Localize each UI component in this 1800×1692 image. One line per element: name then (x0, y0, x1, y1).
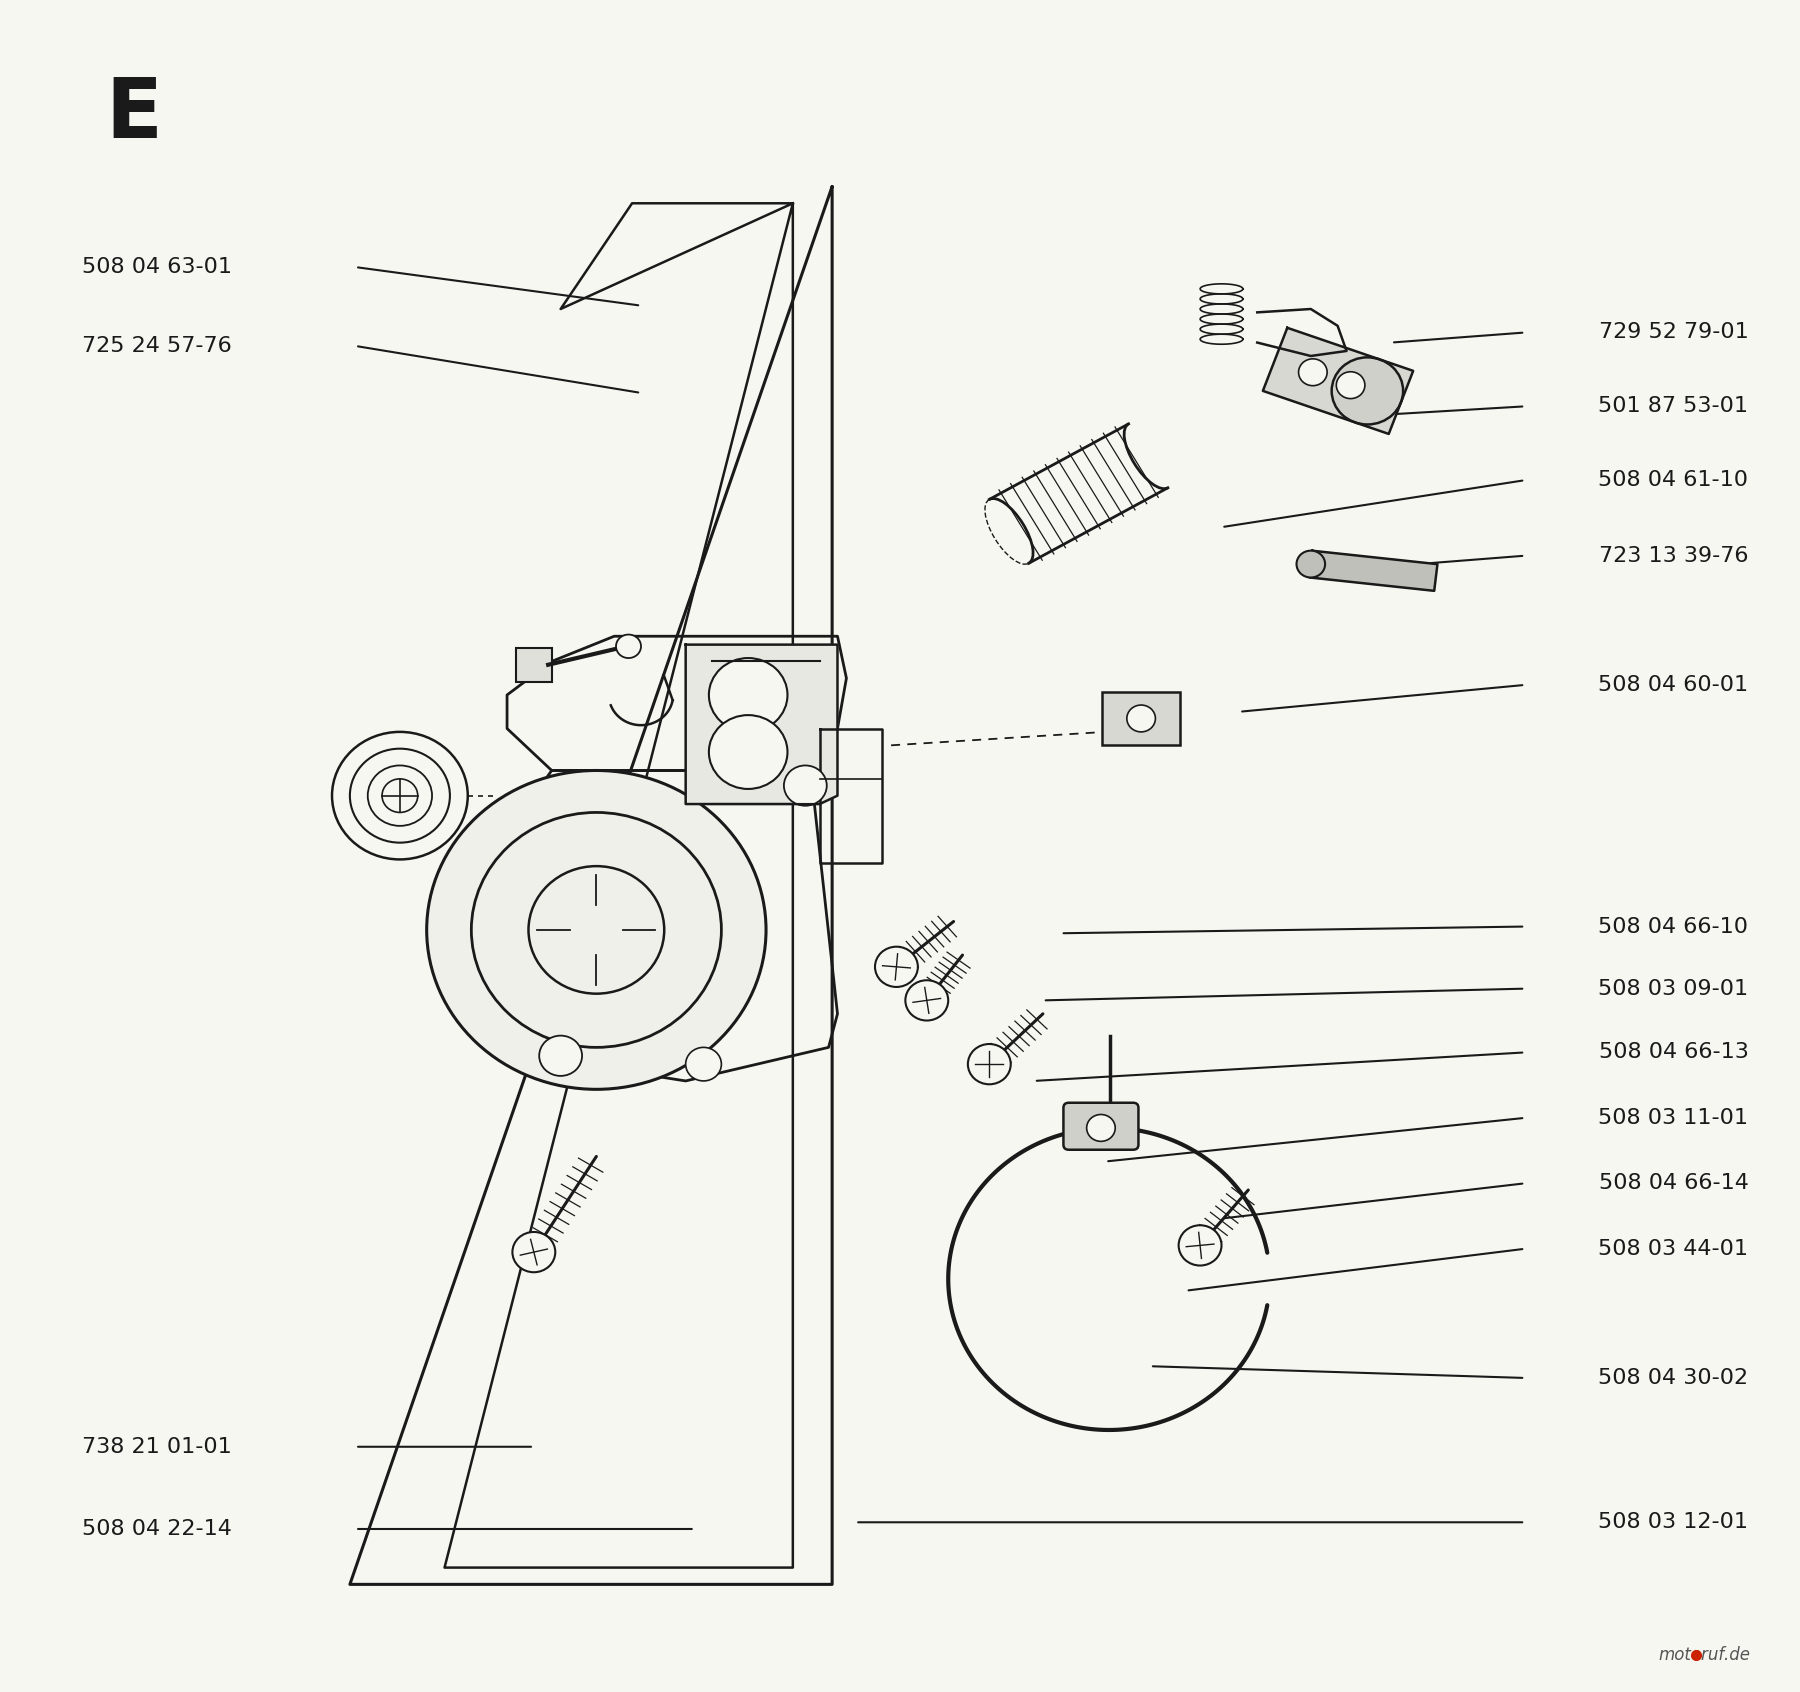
Circle shape (968, 1044, 1012, 1085)
Text: 508 03 11-01: 508 03 11-01 (1598, 1108, 1748, 1129)
Text: 729 52 79-01: 729 52 79-01 (1598, 323, 1748, 342)
Polygon shape (1309, 550, 1438, 591)
FancyBboxPatch shape (1102, 692, 1181, 744)
Text: 508 04 66-13: 508 04 66-13 (1598, 1042, 1748, 1063)
Circle shape (709, 658, 787, 733)
Text: E: E (104, 74, 162, 156)
Text: 508 03 09-01: 508 03 09-01 (1598, 978, 1748, 998)
Polygon shape (1264, 328, 1413, 433)
Circle shape (905, 980, 949, 1020)
Circle shape (686, 1047, 722, 1081)
Circle shape (1087, 1115, 1116, 1142)
Text: 508 04 61-10: 508 04 61-10 (1598, 470, 1748, 491)
Text: 723 13 39-76: 723 13 39-76 (1598, 547, 1748, 565)
Circle shape (1296, 550, 1325, 577)
Circle shape (616, 634, 641, 658)
Text: 508 04 66-14: 508 04 66-14 (1598, 1173, 1748, 1193)
Text: 508 04 63-01: 508 04 63-01 (83, 257, 232, 277)
Text: 501 87 53-01: 501 87 53-01 (1598, 396, 1748, 416)
Circle shape (1127, 706, 1156, 733)
Circle shape (540, 1036, 581, 1076)
Polygon shape (686, 645, 837, 804)
Text: 508 04 60-01: 508 04 60-01 (1598, 675, 1748, 695)
FancyBboxPatch shape (1064, 1103, 1138, 1151)
Circle shape (1336, 372, 1364, 399)
Text: 508 03 44-01: 508 03 44-01 (1598, 1239, 1748, 1259)
Circle shape (785, 765, 826, 805)
Text: 508 04 66-10: 508 04 66-10 (1598, 917, 1748, 937)
Circle shape (513, 1232, 554, 1272)
FancyBboxPatch shape (517, 648, 553, 682)
Text: 508 04 22-14: 508 04 22-14 (83, 1519, 232, 1540)
Circle shape (709, 716, 787, 788)
Circle shape (1332, 357, 1404, 425)
Circle shape (1298, 359, 1327, 386)
Text: 508 03 12-01: 508 03 12-01 (1598, 1513, 1748, 1533)
Text: 725 24 57-76: 725 24 57-76 (83, 337, 232, 355)
Text: motoruf.de: motoruf.de (1658, 1646, 1750, 1663)
Text: 738 21 01-01: 738 21 01-01 (83, 1437, 232, 1457)
Circle shape (427, 770, 767, 1090)
Circle shape (875, 948, 918, 986)
Circle shape (1179, 1225, 1222, 1266)
Text: 508 04 30-02: 508 04 30-02 (1598, 1367, 1748, 1387)
